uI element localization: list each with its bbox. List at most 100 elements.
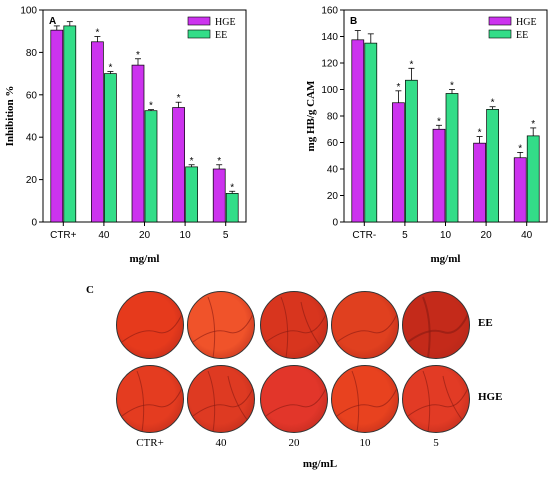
legend-swatch-ee	[488, 29, 512, 39]
vessel-pattern	[336, 370, 398, 432]
bar-hge	[212, 168, 226, 223]
cam-image-hge-0	[116, 365, 184, 433]
significance-star: *	[217, 156, 221, 167]
y-axis-label: mg HB/g CAM	[305, 80, 317, 152]
cam-image-ee-4	[402, 291, 470, 359]
x-tick-label: 20	[481, 230, 493, 241]
panel-a: 0 20 40 60 80 100 CTR+ 40 * * 20 * * 10 * * 5 * * A HGE EE mg/…	[4, 6, 247, 265]
x-tick-label: 40	[98, 230, 110, 241]
x-tick-label: CTR+	[50, 230, 77, 241]
bar-ee	[225, 193, 239, 223]
vessel	[121, 311, 183, 343]
column-label: 40	[215, 437, 227, 449]
x-axis-label: mg/ml	[431, 253, 461, 265]
y-tick-label: 80	[327, 112, 339, 123]
x-tick-label: 40	[521, 230, 533, 241]
cam-image-hge-1	[187, 365, 255, 433]
vessel-pattern	[265, 296, 327, 358]
significance-star: *	[177, 93, 181, 104]
cam-image-ee-0	[116, 291, 184, 359]
bar-ee	[526, 135, 540, 223]
vessel	[422, 370, 431, 432]
y-axis-label: Inhibition %	[4, 86, 16, 147]
panel-c-label: C	[86, 284, 94, 296]
vessel	[227, 375, 249, 422]
significance-star: *	[409, 59, 413, 70]
cam-image-hge-4	[402, 365, 470, 433]
vessel	[192, 311, 254, 343]
bar-hge	[392, 102, 405, 223]
significance-star: *	[190, 156, 194, 167]
vessel	[121, 385, 183, 417]
row-label-hge: HGE	[478, 391, 503, 403]
bar-hge	[473, 142, 486, 223]
x-tick-label: 10	[440, 230, 452, 241]
x-tick-label: 5	[223, 230, 229, 241]
bar-ee	[185, 166, 198, 223]
column-label: 20	[288, 437, 300, 449]
x-tick-label: 10	[180, 230, 192, 241]
y-tick-label: 20	[327, 191, 339, 202]
legend-swatch-hge	[187, 16, 211, 26]
bar-hge	[351, 39, 365, 223]
bar-hge	[131, 64, 145, 223]
vessel	[280, 296, 289, 358]
panel-label: B	[350, 16, 357, 27]
legend-label-hge: HGE	[516, 17, 537, 28]
x-tick-label: CTR-	[352, 230, 376, 241]
bar-hge	[50, 29, 64, 223]
y-tick-label: 60	[26, 90, 38, 101]
panel-b: 0 20 40 60 80 100 120 140 160 CTR- 5 * * 10 * * 20 * * 40 * *…	[305, 6, 548, 265]
vessel	[192, 385, 254, 417]
y-tick-label: 140	[321, 32, 338, 43]
panel-c-xlabel: mg/mL	[302, 458, 338, 470]
vessel	[422, 296, 431, 358]
cam-image-ee-3	[331, 291, 399, 359]
cam-image-hge-3	[331, 365, 399, 433]
panel-label: A	[49, 16, 56, 27]
vessel	[351, 370, 360, 432]
vessel	[265, 385, 327, 417]
significance-star: *	[230, 182, 234, 193]
cam-image-ee-2	[260, 291, 328, 359]
vessel	[407, 385, 469, 417]
y-tick-label: 0	[31, 218, 37, 229]
y-tick-label: 0	[332, 218, 338, 229]
significance-star: *	[95, 28, 99, 39]
significance-star: *	[531, 119, 535, 130]
vessel	[442, 375, 464, 422]
bar-ee	[144, 110, 158, 223]
x-tick-label: 5	[402, 230, 408, 241]
significance-star: *	[518, 143, 522, 154]
bar-ee	[104, 73, 117, 223]
significance-star: *	[108, 62, 112, 73]
vessel	[207, 370, 216, 432]
vessel	[300, 301, 322, 348]
vessel	[336, 385, 398, 417]
bar-ee	[63, 25, 77, 223]
bar-hge	[513, 157, 527, 223]
y-tick-label: 100	[20, 6, 37, 17]
bar-ee	[445, 93, 459, 223]
significance-star: *	[491, 98, 495, 109]
vessel-pattern	[407, 370, 469, 432]
column-label: CTR+	[136, 437, 164, 449]
cam-image-ee-1	[187, 291, 255, 359]
column-label: 5	[433, 437, 439, 449]
y-tick-label: 160	[321, 6, 338, 17]
significance-star: *	[437, 116, 441, 127]
legend-label-ee: EE	[516, 30, 528, 41]
y-tick-label: 100	[321, 85, 338, 96]
column-label: 10	[359, 437, 371, 449]
vessel-pattern	[121, 370, 183, 432]
legend-swatch-hge	[488, 16, 512, 26]
y-tick-label: 120	[321, 59, 338, 70]
y-tick-label: 20	[26, 175, 38, 186]
row-label-ee: EE	[478, 317, 493, 329]
vessel-pattern	[407, 296, 469, 358]
legend-label-ee: EE	[215, 30, 227, 41]
significance-star: *	[136, 50, 140, 61]
significance-star: *	[478, 128, 482, 139]
